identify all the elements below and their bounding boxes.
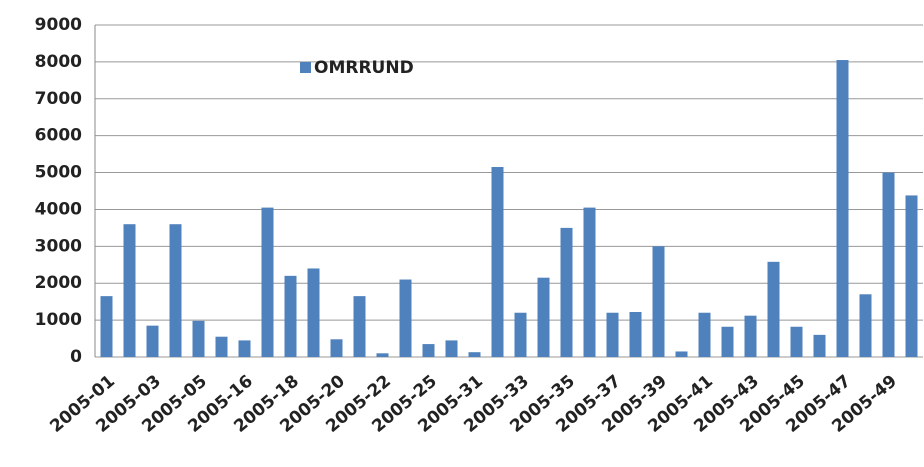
bar <box>353 296 366 357</box>
bar <box>790 326 803 357</box>
bar <box>836 60 849 358</box>
bar <box>560 227 573 357</box>
bar <box>721 326 734 357</box>
y-tick-label: 4000 <box>35 199 82 219</box>
bar <box>537 277 550 357</box>
bar <box>169 224 182 357</box>
bar <box>422 344 435 357</box>
y-tick-label: 5000 <box>35 163 82 183</box>
bar <box>606 312 619 357</box>
bar <box>192 320 205 357</box>
bar <box>123 224 136 357</box>
y-tick-label: 0 <box>70 347 82 367</box>
bar <box>675 351 688 357</box>
legend-swatch <box>300 62 311 73</box>
bar <box>330 339 343 357</box>
bar <box>468 352 481 357</box>
y-tick-label: 1000 <box>35 310 82 330</box>
bar <box>767 261 780 357</box>
bar <box>491 167 504 357</box>
bar <box>100 296 113 357</box>
bar <box>307 268 320 357</box>
y-tick-label: 7000 <box>35 89 82 109</box>
y-tick-label: 3000 <box>35 236 82 256</box>
bar <box>146 325 159 357</box>
bar <box>284 275 297 357</box>
bar <box>652 246 665 357</box>
bar <box>399 279 412 357</box>
bar <box>905 195 918 357</box>
bar <box>859 294 872 357</box>
bar <box>261 207 274 357</box>
legend-label: OMRRUND <box>314 58 414 78</box>
y-tick-label: 2000 <box>35 273 82 293</box>
bar <box>744 315 757 357</box>
bar <box>698 312 711 357</box>
bar <box>514 312 527 357</box>
bar <box>238 340 251 357</box>
bar <box>629 311 642 357</box>
y-tick-label: 6000 <box>35 126 82 146</box>
bar <box>215 336 228 357</box>
y-tick-label: 9000 <box>35 15 82 35</box>
bar <box>376 353 389 357</box>
y-tick-label: 8000 <box>35 52 82 72</box>
bar <box>882 172 895 357</box>
bar <box>813 334 826 357</box>
bar <box>445 340 458 357</box>
bar <box>583 207 596 357</box>
